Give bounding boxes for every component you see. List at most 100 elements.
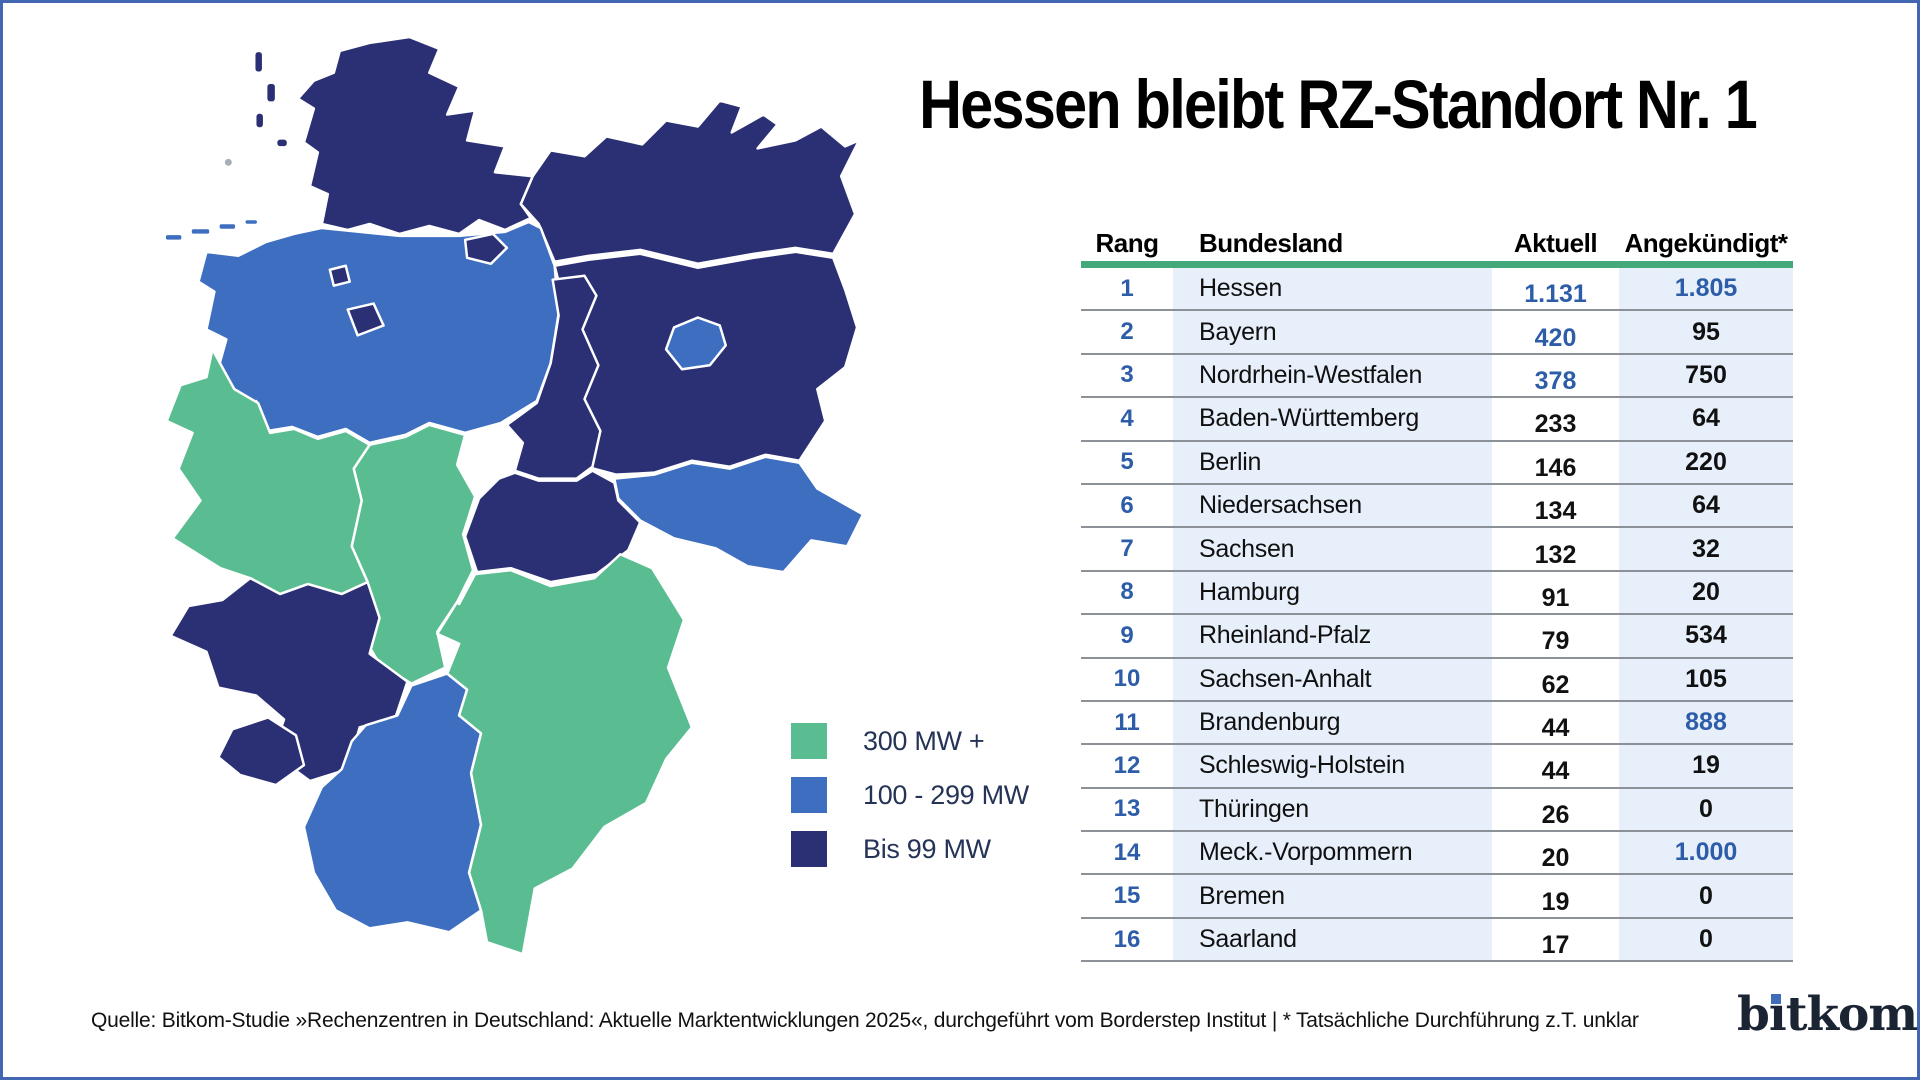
cell-state: Sachsen-Anhalt [1173, 658, 1492, 700]
cell-state: Niedersachsen [1173, 484, 1492, 527]
cell-current: 19 [1541, 887, 1570, 916]
table-row: 8 Hamburg 91 20 [1081, 571, 1793, 616]
cell-announced: 95 [1619, 311, 1793, 353]
legend-swatch [791, 831, 827, 867]
cell-rank: 12 [1113, 751, 1141, 779]
cell-state: Sachsen [1173, 528, 1492, 570]
cell-announced: 19 [1619, 745, 1793, 787]
table-row: 3 Nordrhein-Westfalen 378 750 [1081, 354, 1793, 399]
table-row: 7 Sachsen 132 32 [1081, 528, 1793, 572]
legend-swatch [791, 723, 827, 759]
cell-current: 146 [1534, 453, 1577, 482]
source-line: Quelle: Bitkom-Studie »Rechenzentren in … [91, 1009, 1639, 1032]
cell-rank: 5 [1120, 448, 1134, 476]
cell-state: Bayern [1173, 311, 1492, 353]
bitkom-logo: bıtkom [1737, 987, 1917, 1042]
cell-rank: 15 [1113, 882, 1141, 910]
state-bremerhaven [328, 264, 351, 287]
table-row: 11 Brandenburg 44 888 [1081, 701, 1793, 746]
cell-state: Meck.-Vorpommern [1173, 832, 1492, 874]
header-rank: Rang [1095, 227, 1160, 258]
cell-current: 44 [1541, 714, 1570, 743]
cell-current: 44 [1541, 757, 1570, 786]
cell-state: Baden-Württemberg [1173, 398, 1492, 440]
table-row: 5 Berlin 146 220 [1081, 441, 1793, 485]
ranking-table: Rang Bundesland Aktuell Angekündigt* 1 H… [1081, 225, 1793, 963]
header-angekuendigt: Angekündigt* [1624, 227, 1789, 258]
header-aktuell: Aktuell [1513, 227, 1598, 258]
logo-i-blue-dot: ı [1768, 987, 1787, 1042]
island-juist [189, 226, 212, 237]
cell-rank: 1 [1120, 274, 1134, 302]
island-sylt [252, 49, 265, 75]
cell-announced: 0 [1619, 788, 1793, 831]
cell-current: 233 [1534, 410, 1577, 439]
cell-current: 132 [1534, 540, 1577, 569]
cell-announced: 1.805 [1619, 268, 1793, 310]
cell-state: Bremen [1173, 875, 1492, 917]
cell-current: 17 [1541, 931, 1570, 960]
cell-state: Brandenburg [1173, 701, 1492, 744]
island-pellworm [253, 111, 266, 130]
cell-announced: 220 [1619, 441, 1793, 483]
header-accent-bar [1081, 261, 1793, 268]
legend-label: 300 MW + [863, 725, 985, 756]
table-header-row: Rang Bundesland Aktuell Angekündigt* [1081, 225, 1793, 261]
legend-label: Bis 99 MW [863, 833, 991, 864]
logo-post: tkom [1785, 987, 1918, 1042]
table-row: 9 Rheinland-Pfalz 79 534 [1081, 615, 1793, 659]
table-row: 1 Hessen 1.131 1.805 [1081, 268, 1793, 312]
cell-rank: 13 [1113, 795, 1141, 823]
legend-item-300mw: 300 MW + [791, 723, 1029, 759]
cell-state: Thüringen [1173, 788, 1492, 831]
table-row: 13 Thüringen 26 0 [1081, 788, 1793, 833]
state-berlin [664, 316, 727, 371]
cell-state: Hamburg [1173, 571, 1492, 614]
state-mecklenburg-vorpommern [519, 99, 861, 266]
cell-state: Saarland [1173, 918, 1492, 961]
cell-rank: 9 [1120, 621, 1134, 649]
germany-map [107, 29, 867, 984]
legend-item-100-299mw: 100 - 299 MW [791, 777, 1029, 813]
page-title: Hessen bleibt RZ-Standort Nr. 1 [919, 66, 1758, 143]
cell-announced: 64 [1619, 398, 1793, 440]
table-row: 16 Saarland 17 0 [1081, 918, 1793, 963]
logo-pre: b [1737, 987, 1770, 1042]
state-sachsen [613, 455, 865, 574]
cell-rank: 10 [1113, 665, 1141, 693]
cell-announced: 750 [1619, 354, 1793, 397]
cell-state: Rheinland-Pfalz [1173, 615, 1492, 657]
cell-rank: 6 [1120, 491, 1134, 519]
cell-current: 378 [1534, 366, 1577, 395]
cell-rank: 16 [1113, 925, 1141, 953]
cell-state: Schleswig-Holstein [1173, 745, 1492, 787]
island-nordstrand [274, 137, 290, 149]
table-row: 15 Bremen 19 0 [1081, 875, 1793, 919]
cell-current: 1.131 [1524, 280, 1587, 309]
island-helgoland [224, 158, 232, 166]
state-niedersachsen [197, 220, 560, 445]
cell-current: 134 [1534, 497, 1577, 526]
cell-state: Nordrhein-Westfalen [1173, 354, 1492, 397]
cell-announced: 1.000 [1619, 832, 1793, 874]
cell-announced: 32 [1619, 528, 1793, 570]
cell-rank: 2 [1120, 318, 1134, 346]
cell-announced: 888 [1619, 701, 1793, 744]
legend-item-bis-99mw: Bis 99 MW [791, 831, 1029, 867]
state-bayern [436, 553, 694, 956]
map-legend: 300 MW + 100 - 299 MW Bis 99 MW [791, 723, 1029, 885]
cell-current: 91 [1541, 583, 1570, 612]
cell-announced: 105 [1619, 658, 1793, 700]
table-row: 10 Sachsen-Anhalt 62 105 [1081, 658, 1793, 702]
island-borkum [163, 232, 184, 243]
cell-announced: 534 [1619, 615, 1793, 657]
cell-state: Hessen [1173, 268, 1492, 310]
legend-label: 100 - 299 MW [863, 779, 1029, 810]
table-row: 4 Baden-Württemberg 233 64 [1081, 398, 1793, 442]
cell-rank: 4 [1120, 404, 1134, 432]
island-langeoog [243, 217, 260, 227]
cell-current: 62 [1541, 670, 1570, 699]
cell-announced: 0 [1619, 918, 1793, 961]
legend-swatch [791, 777, 827, 813]
